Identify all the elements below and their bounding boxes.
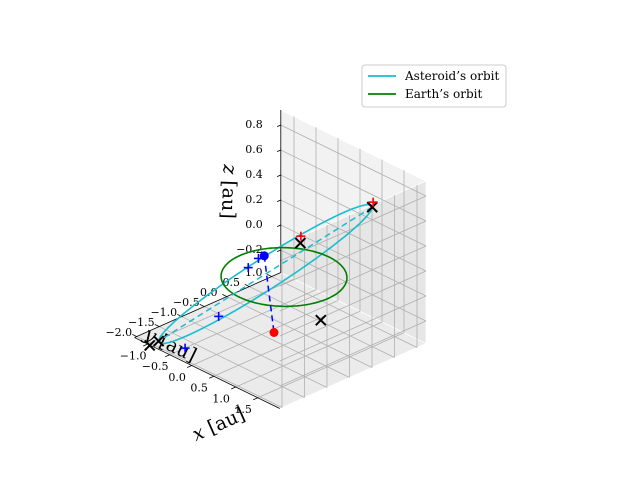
x-axis-line — [134, 337, 280, 409]
x-tick — [165, 354, 170, 358]
x-tick-label: 0.0 — [168, 371, 186, 384]
x-tick-label: −0.5 — [142, 360, 169, 373]
legend: Asteroid’s orbit Earth’s orbit — [361, 64, 507, 108]
grid-line-y — [136, 336, 283, 408]
series-line-1 — [220, 246, 348, 308]
x-tick-label: 1.0 — [212, 393, 230, 406]
grid-line-z — [280, 199, 427, 272]
z-tick — [276, 149, 281, 153]
x-axis-label: x [au] — [189, 403, 248, 446]
y-tick-label: 0.0 — [200, 286, 218, 299]
x-tick-label: 1.5 — [234, 403, 252, 416]
cross-stroke — [366, 201, 378, 213]
cross-marker — [152, 335, 165, 347]
grid-line-z — [279, 295, 427, 362]
x-tick-label: 0.5 — [190, 382, 208, 395]
plus-marker — [243, 263, 253, 273]
y-tick — [267, 273, 272, 277]
grid-line-z — [280, 249, 427, 322]
grid-line-z — [280, 149, 427, 222]
plus-marker — [214, 311, 224, 321]
grid-line-z — [279, 270, 427, 337]
z-tick — [276, 124, 281, 128]
grid-line-z — [279, 245, 427, 312]
x-tick — [143, 343, 148, 347]
plus-marker — [180, 343, 190, 353]
plus-marker — [368, 197, 378, 207]
legend-label-0: Asteroid’s orbit — [404, 69, 499, 83]
dashed-segment-1 — [263, 255, 275, 333]
x-tick — [209, 375, 214, 379]
y-tick — [244, 283, 250, 287]
x-tick — [253, 397, 258, 401]
cross-stroke — [152, 335, 165, 347]
y-tick-label: 0.5 — [223, 276, 241, 289]
z-tick — [276, 199, 281, 203]
x-tick — [231, 386, 236, 390]
z-tick-label: 0.4 — [245, 168, 263, 181]
tick-marks — [132, 124, 281, 401]
cross-stroke — [315, 314, 327, 326]
y-tick-label: −1.5 — [128, 316, 155, 329]
z-tick — [276, 174, 281, 178]
y-tick-label: 1.0 — [245, 266, 263, 279]
z-tick — [276, 249, 281, 253]
plus-marker — [253, 253, 263, 263]
cross-stroke — [294, 237, 307, 249]
markers — [143, 197, 378, 353]
y-tick — [199, 303, 205, 307]
cross-marker — [143, 339, 156, 352]
y-tick — [222, 293, 227, 297]
legend-label-1: Earth’s orbit — [405, 87, 482, 101]
cross-stroke — [143, 339, 156, 352]
z-tick-label: 0.0 — [245, 218, 263, 231]
grid-line-z — [280, 124, 427, 197]
z-tick-label: 0.8 — [245, 118, 263, 131]
y-tick — [132, 333, 137, 337]
dot-marker — [269, 328, 279, 337]
z-tick-label: −0.2 — [236, 243, 263, 256]
dashed-segment-0 — [158, 206, 373, 342]
grid-line-z — [279, 220, 427, 287]
tick-labels: −1.0−0.50.00.51.01.51.00.50.0−0.5−1.0−1.… — [105, 118, 262, 416]
y-tick-label: −2.0 — [105, 326, 132, 339]
legend-frame — [361, 64, 507, 108]
y-tick — [154, 323, 160, 327]
cross-marker — [366, 201, 378, 213]
plus-marker — [296, 231, 306, 241]
z-tick-label: 0.6 — [245, 143, 263, 156]
cross-marker — [315, 314, 327, 326]
z-tick — [276, 224, 281, 228]
cross-marker — [294, 237, 307, 249]
x-tick-label: −1.0 — [120, 350, 147, 363]
y-tick-label: −1.0 — [150, 306, 177, 319]
grid-line-z — [280, 174, 427, 247]
z-axis-label: z [au] — [217, 163, 241, 219]
x-tick — [187, 365, 192, 368]
grid-line-z — [279, 320, 427, 387]
z-tick-label: 0.2 — [245, 193, 263, 206]
